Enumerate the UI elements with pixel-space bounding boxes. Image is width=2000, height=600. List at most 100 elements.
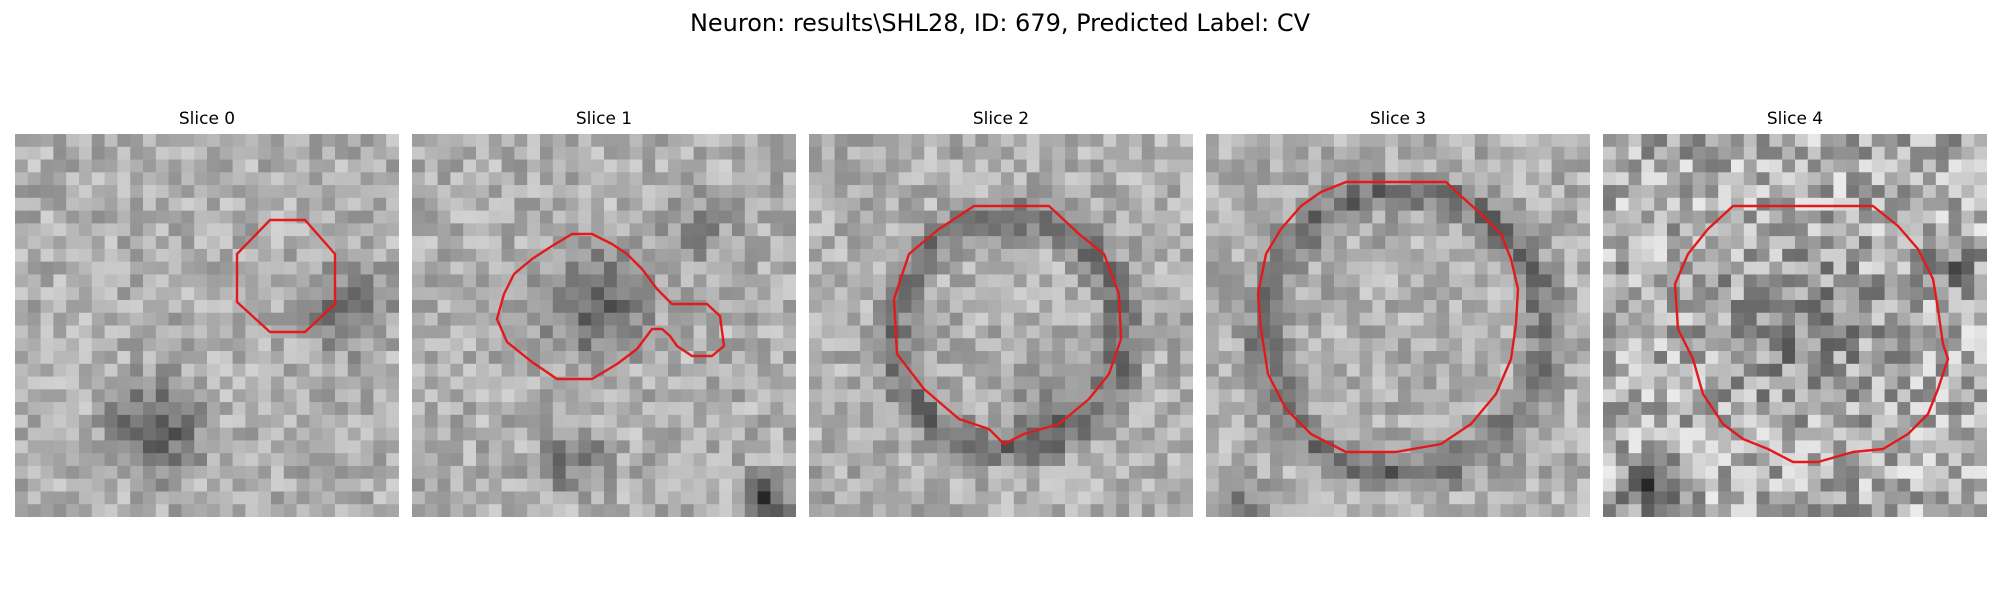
pixel-cell bbox=[219, 172, 234, 186]
pixel-cell bbox=[1410, 453, 1425, 467]
pixel-cell bbox=[1154, 478, 1168, 493]
pixel-cell bbox=[1077, 223, 1092, 237]
pixel-cell bbox=[437, 402, 451, 416]
pixel-cell bbox=[1603, 223, 1617, 237]
pixel-cell bbox=[1487, 299, 1501, 314]
pixel-cell bbox=[476, 248, 490, 263]
pixel-cell bbox=[540, 159, 554, 173]
pixel-cell bbox=[809, 414, 823, 429]
pixel-cell bbox=[1500, 478, 1514, 493]
pixel-cell bbox=[1910, 465, 1924, 480]
pixel-cell bbox=[1218, 287, 1233, 301]
pixel-cell bbox=[207, 363, 221, 378]
pixel-cell bbox=[1603, 402, 1617, 416]
pixel-cell bbox=[258, 504, 272, 517]
pixel-cell bbox=[283, 414, 298, 429]
pixel-cell bbox=[1052, 478, 1066, 493]
pixel-cell bbox=[732, 236, 746, 250]
pixel-cell bbox=[373, 248, 387, 263]
pixel-cell bbox=[245, 389, 259, 403]
pixel-cell bbox=[937, 299, 951, 314]
pixel-cell bbox=[15, 223, 29, 237]
pixel-cell bbox=[412, 236, 426, 250]
pixel-cell bbox=[1884, 197, 1898, 212]
pixel-cell bbox=[91, 299, 106, 314]
pixel-cell bbox=[1129, 248, 1143, 263]
pixel-cell bbox=[1769, 146, 1783, 161]
pixel-cell bbox=[1795, 376, 1809, 390]
pixel-cell bbox=[642, 159, 656, 173]
pixel-cell bbox=[360, 427, 374, 441]
pixel-cell bbox=[168, 376, 182, 390]
pixel-cell bbox=[1910, 338, 1924, 352]
pixel-cell bbox=[1244, 465, 1258, 480]
pixel-cell bbox=[373, 185, 387, 199]
pixel-cell bbox=[1615, 414, 1630, 429]
pixel-cell bbox=[232, 363, 246, 378]
pixel-cell bbox=[527, 376, 541, 390]
pixel-cell bbox=[1884, 363, 1898, 378]
pixel-cell bbox=[732, 261, 746, 276]
pixel-cell bbox=[1423, 504, 1437, 517]
pixel-cell bbox=[873, 172, 887, 186]
pixel-cell bbox=[424, 465, 439, 480]
pixel-cell bbox=[1577, 236, 1590, 250]
pixel-cell bbox=[1743, 261, 1758, 276]
pixel-cell bbox=[1628, 261, 1642, 276]
pixel-cell bbox=[1564, 261, 1578, 276]
pixel-cell bbox=[194, 504, 208, 517]
pixel-cell bbox=[898, 134, 912, 148]
pixel-cell bbox=[360, 351, 374, 365]
pixel-cell bbox=[194, 402, 208, 416]
pixel-cell bbox=[616, 146, 631, 161]
pixel-cell bbox=[386, 414, 399, 429]
pixel-cell bbox=[757, 185, 771, 199]
pixel-cell bbox=[168, 465, 182, 480]
pixel-cell bbox=[604, 389, 618, 403]
pixel-cell bbox=[873, 287, 887, 301]
pixel-cell bbox=[1026, 376, 1040, 390]
pixel-cell bbox=[1628, 159, 1642, 173]
pixel-cell bbox=[949, 236, 964, 250]
pixel-cell bbox=[744, 402, 759, 416]
pixel-cell bbox=[552, 312, 567, 327]
pixel-cell bbox=[821, 248, 836, 263]
pixel-cell bbox=[770, 402, 784, 416]
pixel-cell bbox=[732, 248, 746, 263]
pixel-cell bbox=[1603, 338, 1617, 352]
pixel-cell bbox=[1526, 338, 1540, 352]
pixel-cell bbox=[386, 134, 399, 148]
pixel-cell bbox=[1474, 351, 1489, 365]
pixel-cell bbox=[1897, 363, 1911, 378]
pixel-cell bbox=[1449, 440, 1463, 454]
pixel-cell bbox=[1039, 389, 1053, 403]
pixel-cell bbox=[488, 274, 503, 288]
pixel-cell bbox=[143, 363, 157, 378]
pixel-cell bbox=[463, 261, 477, 276]
pixel-cell bbox=[1628, 414, 1642, 429]
pixel-cell bbox=[1180, 363, 1193, 378]
pixel-cell bbox=[1410, 504, 1425, 517]
pixel-cell bbox=[565, 402, 579, 416]
pixel-cell bbox=[1423, 134, 1437, 148]
pixel-cell bbox=[1039, 351, 1053, 365]
pixel-cell bbox=[1154, 134, 1168, 148]
pixel-cell bbox=[975, 210, 989, 224]
pixel-cell bbox=[1884, 491, 1898, 505]
pixel-cell bbox=[296, 185, 310, 199]
pixel-cell bbox=[1218, 338, 1233, 352]
pixel-cell bbox=[962, 427, 976, 441]
pixel-cell bbox=[143, 236, 157, 250]
pixel-cell bbox=[450, 440, 464, 454]
pixel-cell bbox=[1961, 236, 1975, 250]
pixel-cell bbox=[168, 402, 182, 416]
pixel-cell bbox=[693, 363, 707, 378]
pixel-cell bbox=[540, 414, 554, 429]
pixel-cell bbox=[604, 427, 618, 441]
pixel-cell bbox=[1231, 351, 1245, 365]
pixel-cell bbox=[1718, 414, 1732, 429]
pixel-cell bbox=[1103, 299, 1117, 314]
pixel-cell bbox=[1398, 465, 1412, 480]
pixel-cell bbox=[1129, 389, 1143, 403]
pixel-cell bbox=[1910, 402, 1924, 416]
